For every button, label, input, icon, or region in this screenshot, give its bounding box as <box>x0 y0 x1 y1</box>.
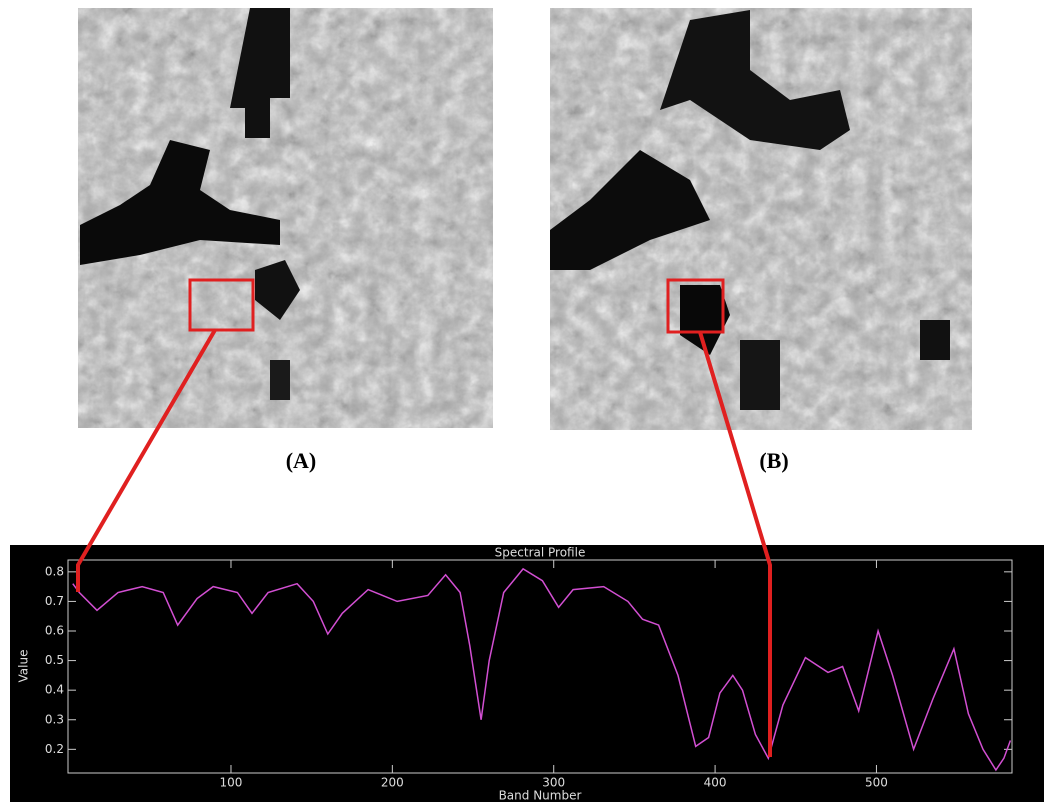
callout-box <box>188 278 255 332</box>
panel-label: (B) <box>759 448 788 473</box>
chart-background <box>10 545 1044 802</box>
plot-frame <box>67 559 1013 774</box>
spectrum-line <box>72 567 1012 772</box>
panel-label: (A) <box>286 448 317 473</box>
x-tick-label: 100 <box>220 776 243 790</box>
chart-title: Spectral Profile <box>495 546 586 560</box>
plot: 0.2 0.3 0.4 0.5 0.6 0.7 0.8 100 200 300 400 500 <box>45 560 1012 790</box>
callout-box <box>666 278 725 334</box>
y-axis-label: Value <box>17 650 31 683</box>
image-b <box>550 8 972 430</box>
x-tick-label: 300 <box>542 776 565 790</box>
y-tick-label: 0.4 <box>45 683 64 697</box>
y-tick-label: 0.6 <box>45 624 64 638</box>
image-a <box>78 8 493 428</box>
y-tick-label: 0.8 <box>45 564 64 578</box>
y-tick-label: 0.5 <box>45 653 64 667</box>
callout-line <box>76 328 217 592</box>
callout-line <box>698 331 772 757</box>
x-tick-label: 500 <box>865 776 888 790</box>
x-axis-label: Band Number <box>499 789 582 802</box>
x-tick-label: 400 <box>704 776 727 790</box>
y-tick-label: 0.7 <box>45 594 64 608</box>
y-tick-label: 0.3 <box>45 712 64 726</box>
x-tick-label: 200 <box>381 776 404 790</box>
y-tick-label: 0.2 <box>45 742 64 756</box>
